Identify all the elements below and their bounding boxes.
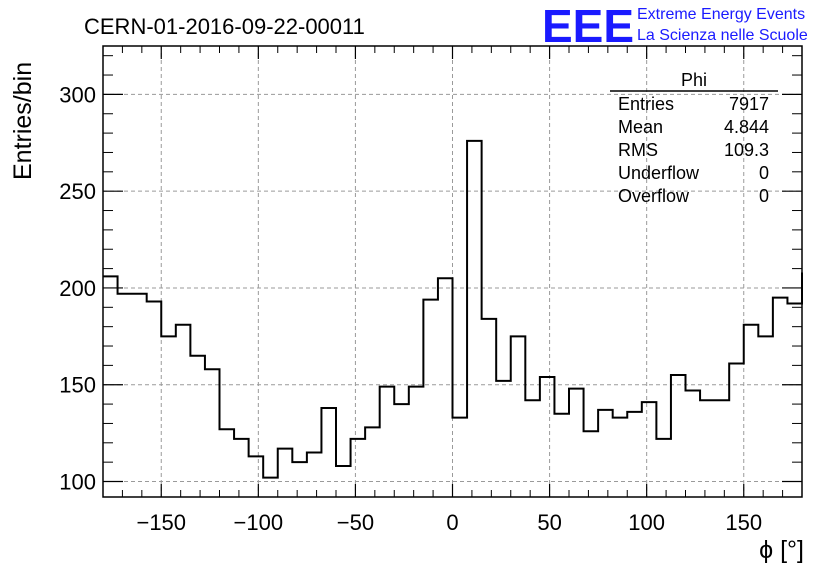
stats-label-overflow: Overflow bbox=[618, 186, 690, 206]
histogram-series bbox=[103, 139, 803, 479]
stats-value-mean: 4.844 bbox=[724, 117, 769, 137]
x-tick-label: 100 bbox=[628, 510, 665, 535]
y-tick-label: 250 bbox=[59, 179, 96, 204]
y-tick-label: 200 bbox=[59, 276, 96, 301]
logo-line-1: Extreme Energy Events bbox=[637, 6, 805, 23]
y-axis-label: Entries/bin bbox=[9, 62, 37, 180]
x-tick-label: −100 bbox=[234, 510, 284, 535]
y-tick-label: 100 bbox=[59, 470, 96, 495]
x-tick-label: 50 bbox=[537, 510, 561, 535]
stats-value-overflow: 0 bbox=[759, 186, 769, 206]
stats-title: Phi bbox=[681, 70, 707, 90]
x-tick-label: −50 bbox=[337, 510, 374, 535]
x-tick-label: 0 bbox=[446, 510, 458, 535]
stats-label-underflow: Underflow bbox=[618, 163, 700, 183]
x-tick-label: −150 bbox=[136, 510, 186, 535]
axis-ticks bbox=[102, 46, 803, 497]
stats-box: Phi Entries 7917 Mean 4.844 RMS 109.3 Un… bbox=[610, 70, 778, 206]
stats-value-rms: 109.3 bbox=[724, 140, 769, 160]
grid-lines bbox=[103, 46, 802, 497]
stats-label-entries: Entries bbox=[618, 94, 674, 114]
stats-label-mean: Mean bbox=[618, 117, 663, 137]
stats-value-entries: 7917 bbox=[729, 94, 769, 114]
logo-line-2: La Scienza nelle Scuole bbox=[637, 27, 808, 44]
tick-labels: −150 −100 −50 0 50 100 150 100 150 200 250 300 bbox=[59, 82, 762, 535]
x-axis-label: ϕ [°] bbox=[759, 536, 804, 564]
y-tick-label: 300 bbox=[59, 82, 96, 107]
x-tick-label: 150 bbox=[725, 510, 762, 535]
stats-value-underflow: 0 bbox=[759, 163, 769, 183]
eee-logo-mark: EEE bbox=[542, 0, 634, 52]
stats-label-rms: RMS bbox=[618, 140, 658, 160]
y-tick-label: 150 bbox=[59, 373, 96, 398]
chart-title: CERN-01-2016-09-22-00011 bbox=[84, 14, 365, 39]
